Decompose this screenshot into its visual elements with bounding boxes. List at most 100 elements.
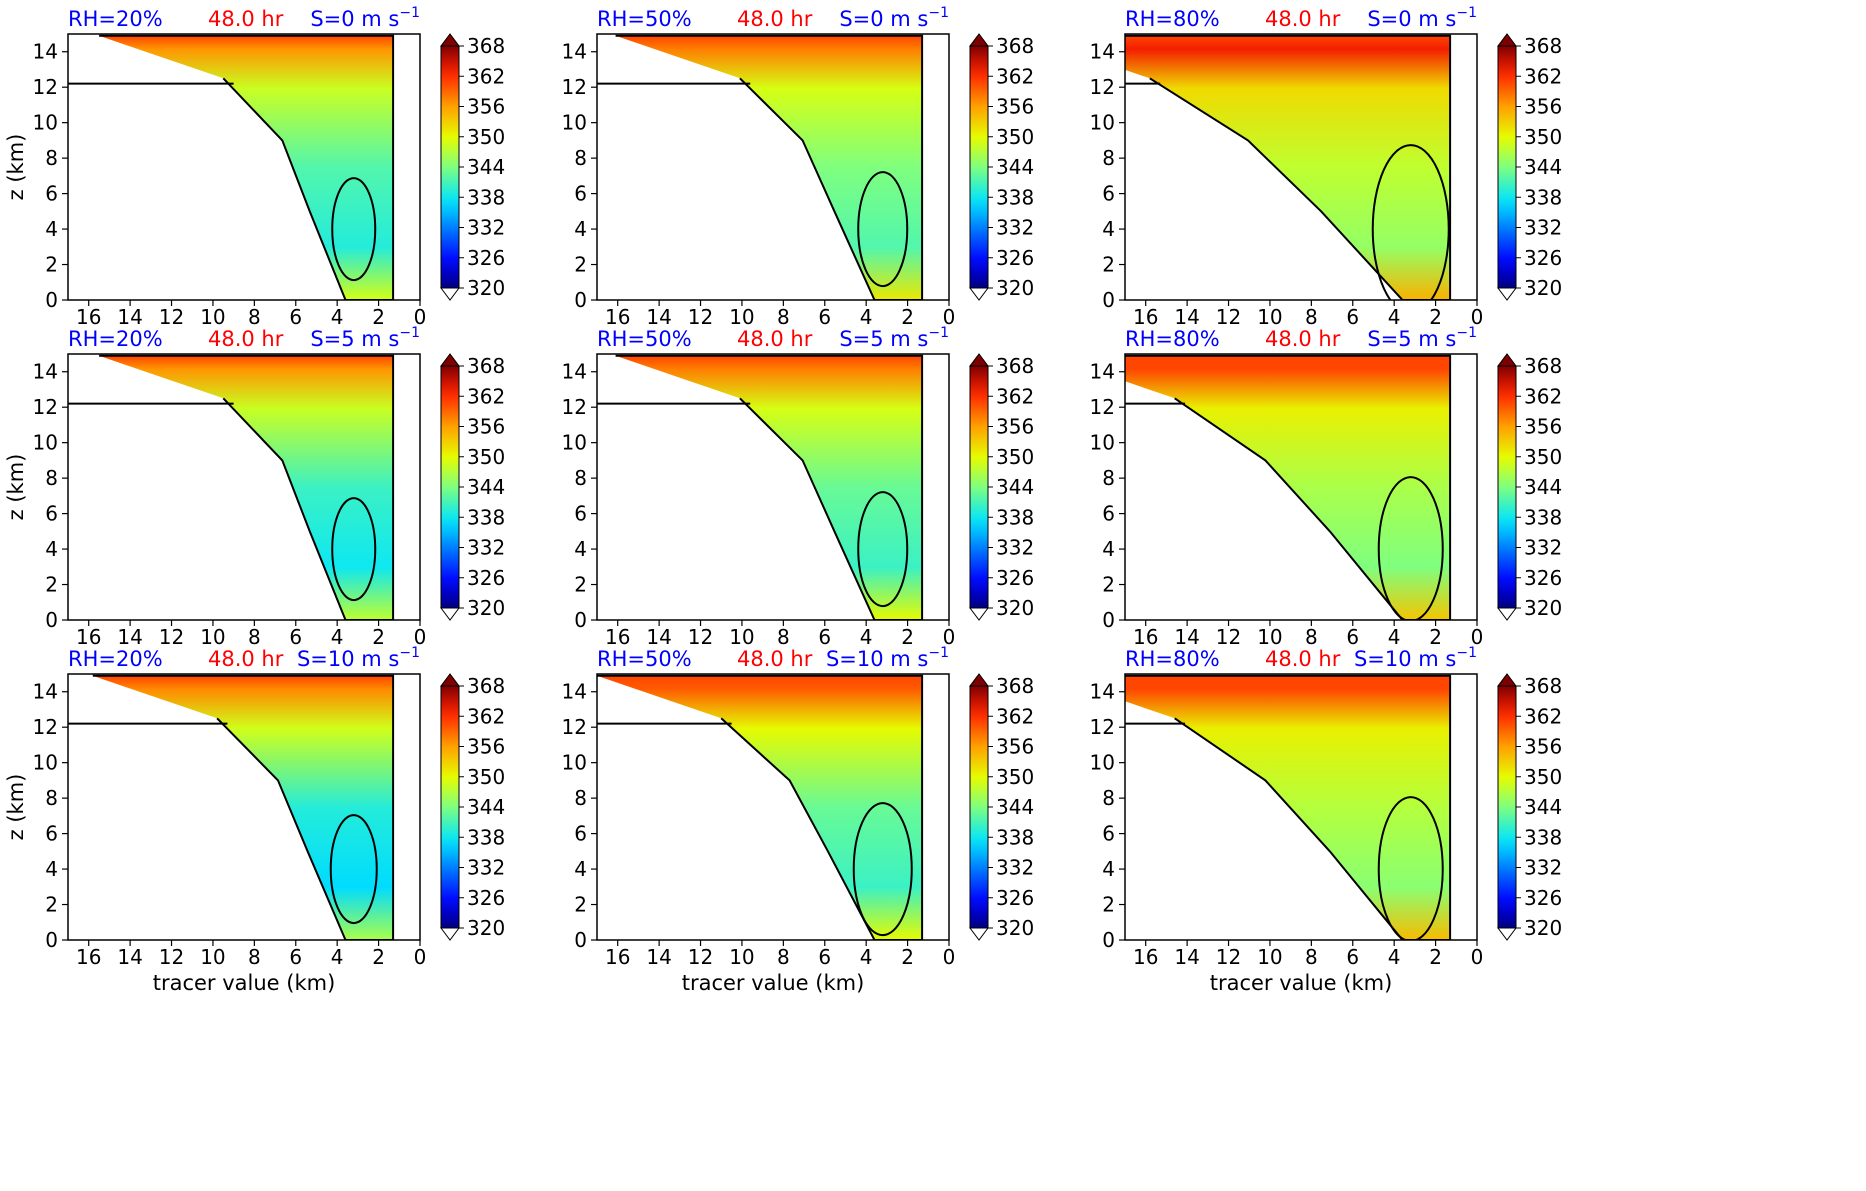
y-tick-label: 8 <box>574 466 587 490</box>
x-tick-label: 2 <box>1429 945 1442 969</box>
x-tick-label: 0 <box>1471 945 1484 969</box>
y-axis-label: z (km) <box>4 774 28 841</box>
shear-label: S=10 m s−1 <box>826 645 949 671</box>
x-tick-label: 6 <box>1346 945 1359 969</box>
colorbar-tick-label: 338 <box>996 825 1034 849</box>
y-tick-label: 12 <box>33 715 58 739</box>
colorbar-tick-label: 362 <box>996 384 1034 408</box>
colorbar <box>969 685 989 929</box>
shaded-field <box>1125 355 1451 620</box>
colorbar-tick-label: 338 <box>996 185 1034 209</box>
colorbar-tick-label: 320 <box>996 916 1034 940</box>
panel-2: 16 14 12 10 8 6 4 2 0 0 2 4 6 8 10 12 14 RH=50% 48.0 hr S=0… <box>562 5 1035 329</box>
colorbar-tick-label: 368 <box>996 674 1034 698</box>
x-tick-label: 10 <box>200 625 225 649</box>
x-tick-label: 8 <box>248 945 261 969</box>
shear-exponent: −1 <box>1456 325 1477 341</box>
time-label: 48.0 hr <box>208 647 284 671</box>
y-tick-label: 10 <box>562 751 587 775</box>
x-axis-label: tracer value (km) <box>1210 971 1393 995</box>
colorbar-tick-label: 350 <box>1524 765 1562 789</box>
y-tick-label: 14 <box>562 680 587 704</box>
rh-label: RH=50% <box>597 7 692 31</box>
colorbar-extend-top <box>969 33 989 47</box>
y-tick-label: 12 <box>1090 395 1115 419</box>
axes-frame <box>596 33 950 301</box>
y-tick-label: 10 <box>1090 751 1115 775</box>
rh-label: RH=50% <box>597 327 692 351</box>
colorbar-tick-label: 344 <box>467 795 505 819</box>
rh-label: RH=80% <box>1125 7 1220 31</box>
y-tick-label: 14 <box>33 680 58 704</box>
y-tick-label: 6 <box>1102 502 1115 526</box>
shear-label: S=5 m s−1 <box>839 325 949 351</box>
x-tick-label: 14 <box>646 625 671 649</box>
shaded-field <box>99 35 394 300</box>
colorbar-extend-top <box>1497 33 1517 47</box>
x-tick-label: 16 <box>605 945 630 969</box>
contour-line <box>857 491 909 608</box>
x-tick-label: 12 <box>159 305 184 329</box>
shear-exponent: −1 <box>928 5 949 21</box>
y-tick-label: 4 <box>574 537 587 561</box>
y-tick-label: 12 <box>1090 715 1115 739</box>
x-tick-label: 4 <box>331 305 344 329</box>
time-label: 48.0 hr <box>737 327 813 351</box>
panel-6: 16 14 12 10 8 6 4 2 0 0 2 4 6 8 10 12 14 RH=80% 48.0 hr S=5… <box>1090 325 1563 649</box>
y-tick-label: 10 <box>33 431 58 455</box>
contour-line <box>1371 144 1450 300</box>
x-tick-label: 0 <box>943 625 956 649</box>
axes-frame <box>1124 33 1478 301</box>
shear-exponent: −1 <box>1456 5 1477 21</box>
colorbar-tick-label: 362 <box>467 384 505 408</box>
colorbar-tick-label: 332 <box>996 216 1034 240</box>
y-tick-label: 4 <box>1102 217 1115 241</box>
x-tick-label: 6 <box>1346 305 1359 329</box>
shaded-field <box>1125 35 1451 300</box>
shear-exponent: −1 <box>399 5 420 21</box>
colorbar-tick-label: 350 <box>996 445 1034 469</box>
x-tick-label: 14 <box>1174 305 1199 329</box>
shaded-field <box>615 35 923 300</box>
y-tick-label: 10 <box>33 111 58 135</box>
x-tick-label: 16 <box>76 625 101 649</box>
boundary-contour <box>615 34 924 300</box>
colorbar-tick-label: 362 <box>1524 384 1562 408</box>
colorbar-tick-label: 332 <box>996 536 1034 560</box>
x-tick-label: 14 <box>117 945 142 969</box>
x-tick-label: 8 <box>777 305 790 329</box>
x-tick-label: 4 <box>860 625 873 649</box>
y-tick-label: 0 <box>45 288 58 312</box>
y-tick-label: 6 <box>574 822 587 846</box>
shear-exponent: −1 <box>928 325 949 341</box>
y-tick-label: 0 <box>574 288 587 312</box>
colorbar-tick-label: 368 <box>996 34 1034 58</box>
y-tick-label: 2 <box>45 253 58 277</box>
colorbar-tick-label: 326 <box>996 886 1034 910</box>
x-tick-label: 6 <box>818 945 831 969</box>
boundary-contour <box>92 674 395 940</box>
y-tick-label: 6 <box>45 182 58 206</box>
panel-8: 16 14 12 10 8 6 4 2 0 0 2 4 6 8 10 12 14 RH=50% 48.0 hr S=1… <box>562 645 1035 995</box>
time-label: 48.0 hr <box>737 647 813 671</box>
shaded-field <box>99 355 394 620</box>
x-axis-label: tracer value (km) <box>682 971 865 995</box>
shear-exponent: −1 <box>1456 645 1477 661</box>
x-tick-label: 0 <box>414 945 427 969</box>
x-tick-label: 4 <box>1388 945 1401 969</box>
colorbar-tick-label: 338 <box>996 505 1034 529</box>
rh-label: RH=20% <box>68 327 163 351</box>
shear-label: S=10 m s−1 <box>297 645 420 671</box>
colorbar-tick-label: 350 <box>467 765 505 789</box>
y-tick-label: 12 <box>562 75 587 99</box>
y-tick-label: 2 <box>574 573 587 597</box>
x-tick-label: 14 <box>1174 625 1199 649</box>
x-tick-label: 4 <box>1388 625 1401 649</box>
y-tick-label: 14 <box>562 360 587 384</box>
panel-1: 16 14 12 10 8 6 4 2 0 0 2 4 6 8 10 12 14 RH=20% 48.0 hr S=0… <box>4 5 505 329</box>
colorbar-extend-top <box>440 353 460 367</box>
colorbar-tick-label: 332 <box>467 216 505 240</box>
shaded-field <box>92 675 394 940</box>
x-tick-label: 16 <box>76 305 101 329</box>
y-tick-label: 4 <box>574 217 587 241</box>
